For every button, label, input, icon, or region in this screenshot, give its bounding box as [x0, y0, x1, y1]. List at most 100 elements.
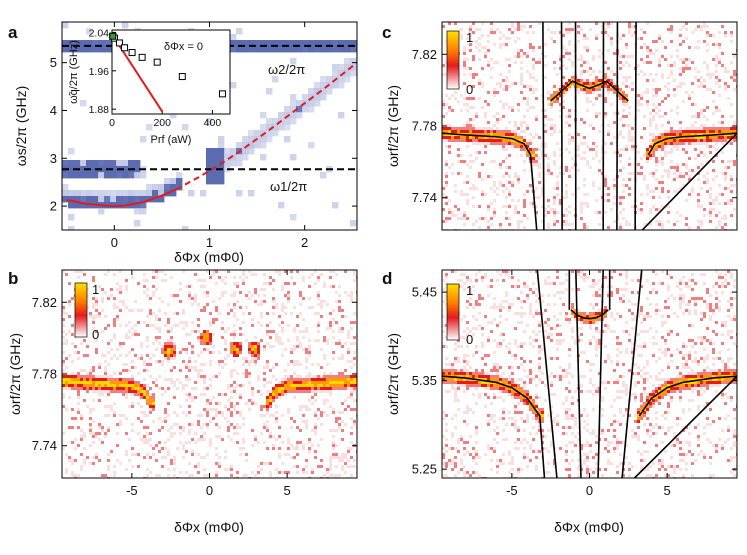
heat-cell [670, 73, 673, 76]
heat-cell [302, 106, 308, 112]
heat-cell [317, 465, 320, 468]
heat-cell [65, 312, 68, 315]
heat-cell [107, 390, 110, 393]
heat-cell [730, 61, 733, 64]
heat-cell [341, 330, 344, 333]
panel-c-colorbar: 1 0 [447, 30, 473, 97]
heat-cell [203, 291, 206, 294]
heat-cell [475, 450, 478, 453]
heat-cell [607, 49, 610, 52]
heat-cell [568, 115, 571, 118]
heat-cell [553, 327, 556, 330]
heat-cell [296, 378, 299, 381]
heat-cell [538, 321, 541, 324]
heat-cell [463, 67, 466, 70]
heat-cell [335, 378, 338, 381]
heat-cell [691, 91, 694, 94]
heat-cell [673, 133, 676, 136]
heat-cell [568, 112, 571, 115]
heat-cell [92, 435, 95, 438]
heat-cell [350, 387, 353, 390]
heat-cell [254, 348, 257, 351]
heat-cell [170, 369, 173, 372]
heat-cell [206, 408, 209, 411]
heat-cell [233, 360, 236, 363]
heat-cell [209, 312, 212, 315]
heat-cell [466, 202, 469, 205]
heat-cell [248, 46, 254, 52]
heat-cell [71, 408, 74, 411]
heat-cell [631, 139, 634, 142]
heat-cell [556, 357, 559, 360]
heat-cell [460, 193, 463, 196]
heat-cell [571, 303, 574, 306]
heat-cell [68, 459, 71, 462]
heat-cell [236, 300, 239, 303]
heat-cell [667, 130, 670, 133]
heat-cell [568, 414, 571, 417]
heat-cell [137, 432, 140, 435]
heat-cell [670, 55, 673, 58]
heat-cell [538, 175, 541, 178]
heat-cell [344, 378, 347, 381]
heat-cell [475, 151, 478, 154]
heat-cell [721, 121, 724, 124]
heat-cell [263, 405, 266, 408]
heat-cell [326, 303, 329, 306]
heat-cell [215, 402, 218, 405]
heat-cell [236, 384, 239, 387]
heat-cell [236, 426, 239, 429]
heat-cell [697, 46, 700, 49]
heat-cell [700, 112, 703, 115]
heat-cell [185, 399, 188, 402]
heat-cell [233, 348, 236, 351]
heat-cell [77, 426, 80, 429]
heat-cell [131, 423, 134, 426]
heat-cell [529, 444, 532, 447]
heat-cell [694, 28, 697, 31]
heat-cell [239, 306, 242, 309]
heat-cell [194, 441, 197, 444]
heat-cell [721, 172, 724, 175]
heat-cell [520, 124, 523, 127]
heat-cell [203, 423, 206, 426]
heat-cell [529, 106, 532, 109]
heat-cell [535, 396, 538, 399]
heat-cell [125, 417, 128, 420]
heat-cell [466, 372, 469, 375]
heat-cell [143, 396, 146, 399]
heat-cell [338, 112, 344, 118]
heat-cell [128, 390, 131, 393]
heat-cell [490, 306, 493, 309]
heat-cell [469, 408, 472, 411]
heat-cell [254, 342, 257, 345]
heat-cell [149, 309, 152, 312]
heat-cell [212, 375, 215, 378]
heat-cell [329, 462, 332, 465]
heat-cell [493, 414, 496, 417]
heat-cell [523, 226, 526, 229]
heat-cell [454, 130, 457, 133]
heat-cell [532, 345, 535, 348]
heat-cell [251, 273, 254, 276]
heat-cell [173, 324, 176, 327]
heat-cell [640, 58, 643, 61]
heat-cell [490, 133, 493, 136]
heat-cell [532, 315, 535, 318]
heat-cell [77, 402, 80, 405]
heat-cell [68, 375, 71, 378]
heat-cell [520, 378, 523, 381]
heat-cell [520, 342, 523, 345]
heat-cell [658, 88, 661, 91]
heat-cell [350, 408, 353, 411]
heat-cell [98, 172, 104, 178]
heat-cell [673, 61, 676, 64]
heat-cell [583, 61, 586, 64]
heat-cell [290, 112, 296, 118]
heat-cell [197, 279, 200, 282]
heat-cell [314, 381, 317, 384]
heat-cell [619, 55, 622, 58]
heat-cell [185, 363, 188, 366]
heat-cell [119, 372, 122, 375]
heat-cell [523, 285, 526, 288]
